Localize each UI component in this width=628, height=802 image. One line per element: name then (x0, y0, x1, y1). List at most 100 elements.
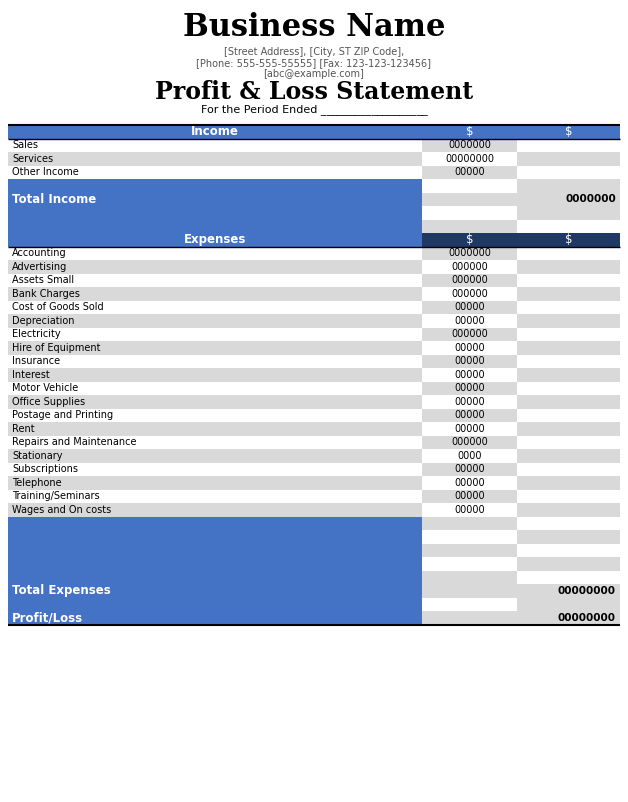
Bar (517, 301, 620, 314)
Bar (422, 341, 517, 354)
Bar (517, 463, 620, 476)
Text: 00000000: 00000000 (558, 613, 616, 622)
Bar (8, 220, 422, 233)
Bar (8, 152, 422, 165)
Text: Business Name: Business Name (183, 13, 445, 43)
Text: Rent: Rent (12, 423, 35, 434)
Text: 00000: 00000 (454, 302, 485, 312)
Text: Postage and Printing: Postage and Printing (12, 411, 113, 420)
Bar (517, 503, 620, 516)
Bar (422, 220, 517, 233)
Text: Office Supplies: Office Supplies (12, 397, 85, 407)
Bar (8, 382, 422, 395)
Bar (517, 597, 620, 611)
Bar (422, 139, 517, 152)
Text: 00000: 00000 (454, 356, 485, 367)
Text: Interest: Interest (12, 370, 50, 380)
Bar (8, 435, 422, 449)
Bar (8, 368, 422, 382)
Bar (422, 165, 517, 179)
Bar (517, 611, 620, 625)
Bar (422, 557, 517, 570)
Bar (422, 287, 517, 301)
Text: Training/Seminars: Training/Seminars (12, 492, 100, 501)
Text: 000000: 000000 (451, 275, 488, 286)
Bar (517, 341, 620, 354)
Text: 0000000: 0000000 (448, 249, 491, 258)
Text: 0000000: 0000000 (565, 194, 616, 205)
Bar (422, 327, 517, 341)
Bar (517, 408, 620, 422)
Text: 0000000: 0000000 (448, 140, 491, 150)
Bar (422, 544, 517, 557)
Bar (8, 206, 422, 220)
Bar (8, 463, 422, 476)
Text: $: $ (565, 125, 572, 138)
Bar (8, 503, 422, 516)
Text: Sales: Sales (12, 140, 38, 150)
Bar (8, 233, 422, 246)
Bar (517, 489, 620, 503)
Text: [abc@example.com]: [abc@example.com] (264, 69, 364, 79)
Bar (517, 165, 620, 179)
Bar (422, 179, 517, 192)
Bar (422, 260, 517, 273)
Text: Profit/Loss: Profit/Loss (12, 611, 83, 624)
Bar (422, 597, 517, 611)
Bar (422, 233, 517, 246)
Bar (517, 273, 620, 287)
Text: Income: Income (191, 125, 239, 138)
Bar (422, 449, 517, 463)
Bar (517, 206, 620, 220)
Text: Assets Small: Assets Small (12, 275, 74, 286)
Text: Advertising: Advertising (12, 261, 67, 272)
Text: 000000: 000000 (451, 330, 488, 339)
Text: Hire of Equipment: Hire of Equipment (12, 342, 100, 353)
Bar (8, 165, 422, 179)
Bar (422, 301, 517, 314)
Bar (8, 179, 422, 192)
Text: 00000: 00000 (454, 168, 485, 177)
Bar (8, 611, 422, 625)
Text: Profit & Loss Statement: Profit & Loss Statement (155, 80, 473, 104)
Text: Wages and On costs: Wages and On costs (12, 504, 111, 515)
Bar (8, 584, 422, 597)
Bar (517, 287, 620, 301)
Bar (517, 327, 620, 341)
Bar (422, 246, 517, 260)
Bar (8, 570, 422, 584)
Bar (422, 611, 517, 625)
Bar (517, 422, 620, 435)
Bar (8, 327, 422, 341)
Bar (422, 273, 517, 287)
Text: [Phone: 555-555-55555] [Fax: 123-123-123456]: [Phone: 555-555-55555] [Fax: 123-123-123… (197, 58, 431, 68)
Bar (422, 408, 517, 422)
Bar (517, 516, 620, 530)
Bar (422, 395, 517, 408)
Bar (422, 192, 517, 206)
Text: 00000: 00000 (454, 383, 485, 393)
Bar (517, 570, 620, 584)
Bar (422, 463, 517, 476)
Bar (8, 408, 422, 422)
Text: Motor Vehicle: Motor Vehicle (12, 383, 78, 393)
Text: 00000: 00000 (454, 464, 485, 474)
Bar (8, 449, 422, 463)
Text: Subscriptions: Subscriptions (12, 464, 78, 474)
Text: Telephone: Telephone (12, 478, 62, 488)
Text: 00000: 00000 (454, 492, 485, 501)
Bar (8, 530, 422, 544)
Text: $: $ (565, 233, 572, 246)
Text: 00000: 00000 (454, 397, 485, 407)
Bar (422, 503, 517, 516)
Text: 00000000: 00000000 (445, 154, 494, 164)
Bar (517, 544, 620, 557)
Bar (8, 395, 422, 408)
Bar (8, 287, 422, 301)
Bar (517, 395, 620, 408)
Bar (517, 449, 620, 463)
Text: $: $ (466, 125, 474, 138)
Text: 00000: 00000 (454, 316, 485, 326)
Bar (422, 570, 517, 584)
Text: 000000: 000000 (451, 289, 488, 299)
